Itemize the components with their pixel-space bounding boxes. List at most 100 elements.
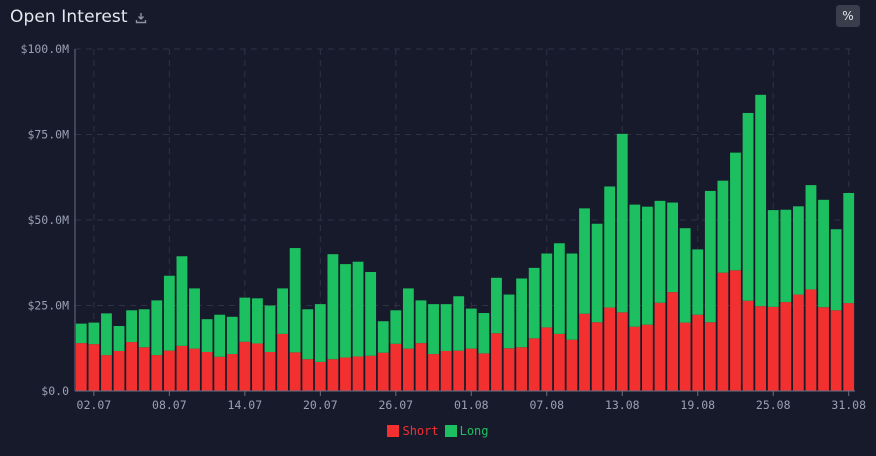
bar-long-04.08[interactable] bbox=[503, 294, 515, 349]
bar-long-06.07[interactable] bbox=[138, 309, 150, 348]
bar-long-09.08[interactable] bbox=[566, 253, 578, 340]
bar-long-09.07[interactable] bbox=[176, 256, 188, 346]
bar-short-10.08[interactable] bbox=[579, 313, 590, 391]
bar-long-20.08[interactable] bbox=[704, 190, 716, 323]
bar-long-07.07[interactable] bbox=[151, 300, 163, 356]
bar-short-17.08[interactable] bbox=[667, 292, 678, 391]
bar-short-01.08[interactable] bbox=[465, 348, 477, 391]
download-icon[interactable] bbox=[134, 10, 148, 24]
bar-short-30.08[interactable] bbox=[830, 310, 842, 391]
bar-long-16.08[interactable] bbox=[654, 200, 666, 303]
bar-long-20.07[interactable] bbox=[314, 304, 326, 362]
bar-short-09.08[interactable] bbox=[566, 339, 578, 391]
bar-short-08.07[interactable] bbox=[163, 350, 175, 391]
bar-short-20.08[interactable] bbox=[704, 322, 716, 391]
bar-short-04.08[interactable] bbox=[503, 348, 515, 391]
bar-short-14.08[interactable] bbox=[629, 326, 641, 391]
bar-short-12.07[interactable] bbox=[214, 356, 226, 391]
bar-short-05.07[interactable] bbox=[126, 342, 138, 391]
bar-long-23.08[interactable] bbox=[742, 112, 754, 301]
bar-long-26.07[interactable] bbox=[390, 310, 402, 344]
bar-short-05.08[interactable] bbox=[516, 347, 528, 391]
bar-long-19.07[interactable] bbox=[302, 309, 314, 360]
bar-short-16.07[interactable] bbox=[264, 352, 276, 391]
bar-long-10.08[interactable] bbox=[579, 208, 590, 314]
bar-short-22.07[interactable] bbox=[340, 357, 351, 391]
bar-long-18.08[interactable] bbox=[679, 228, 691, 323]
bar-short-26.07[interactable] bbox=[390, 343, 402, 391]
bar-long-13.07[interactable] bbox=[226, 316, 238, 355]
bar-short-11.08[interactable] bbox=[591, 322, 603, 391]
bar-short-29.07[interactable] bbox=[428, 354, 439, 391]
bar-long-11.07[interactable] bbox=[201, 319, 213, 353]
bar-long-15.07[interactable] bbox=[252, 298, 263, 344]
bar-long-12.08[interactable] bbox=[604, 186, 616, 308]
bar-short-12.08[interactable] bbox=[604, 307, 616, 391]
bar-long-15.08[interactable] bbox=[642, 206, 653, 325]
bar-long-25.07[interactable] bbox=[377, 321, 389, 353]
bar-long-13.08[interactable] bbox=[616, 133, 628, 313]
bar-long-02.08[interactable] bbox=[478, 313, 490, 354]
bar-short-18.08[interactable] bbox=[679, 322, 691, 391]
bar-short-15.08[interactable] bbox=[642, 324, 653, 391]
legend-item-long[interactable]: Long bbox=[444, 424, 489, 438]
bar-short-03.07[interactable] bbox=[101, 355, 112, 391]
bar-short-04.07[interactable] bbox=[113, 350, 125, 391]
bar-long-27.08[interactable] bbox=[792, 206, 804, 295]
bar-short-10.07[interactable] bbox=[189, 348, 200, 391]
bar-short-28.08[interactable] bbox=[805, 289, 817, 391]
bar-short-01.07[interactable] bbox=[75, 343, 87, 391]
bar-long-29.08[interactable] bbox=[818, 199, 829, 308]
bar-short-19.07[interactable] bbox=[302, 359, 314, 391]
bar-short-23.07[interactable] bbox=[352, 356, 364, 391]
bar-short-13.08[interactable] bbox=[616, 312, 628, 391]
bar-long-30.07[interactable] bbox=[440, 304, 452, 351]
bar-long-31.08[interactable] bbox=[843, 192, 855, 304]
bar-short-27.07[interactable] bbox=[402, 348, 414, 391]
bar-long-22.07[interactable] bbox=[340, 264, 351, 358]
bar-short-29.08[interactable] bbox=[818, 307, 829, 391]
bar-short-30.07[interactable] bbox=[440, 350, 452, 391]
bar-long-10.07[interactable] bbox=[189, 288, 200, 349]
bar-short-07.07[interactable] bbox=[151, 355, 163, 391]
bar-long-24.07[interactable] bbox=[365, 271, 377, 356]
bar-short-20.07[interactable] bbox=[314, 361, 326, 391]
bar-long-17.07[interactable] bbox=[277, 288, 288, 334]
bar-long-03.07[interactable] bbox=[101, 313, 112, 356]
bar-short-17.07[interactable] bbox=[277, 333, 288, 391]
bar-short-24.07[interactable] bbox=[365, 355, 377, 391]
bar-short-25.08[interactable] bbox=[767, 306, 779, 391]
bar-short-15.07[interactable] bbox=[252, 343, 263, 391]
bar-short-03.08[interactable] bbox=[491, 333, 502, 391]
bar-long-06.08[interactable] bbox=[528, 267, 540, 339]
bar-long-05.08[interactable] bbox=[516, 278, 528, 348]
legend-item-short[interactable]: Short bbox=[387, 424, 439, 438]
bar-long-03.08[interactable] bbox=[491, 277, 502, 334]
bar-long-12.07[interactable] bbox=[214, 314, 226, 357]
bar-long-28.07[interactable] bbox=[415, 300, 427, 344]
bar-long-27.07[interactable] bbox=[402, 288, 414, 349]
bar-short-28.07[interactable] bbox=[415, 343, 427, 391]
bar-long-01.08[interactable] bbox=[465, 308, 477, 349]
bar-short-22.08[interactable] bbox=[730, 270, 741, 391]
bar-short-21.08[interactable] bbox=[717, 272, 729, 391]
bar-long-21.07[interactable] bbox=[327, 254, 339, 360]
bar-short-02.08[interactable] bbox=[478, 353, 490, 391]
bar-short-27.08[interactable] bbox=[792, 294, 804, 391]
bar-short-18.07[interactable] bbox=[289, 352, 301, 391]
bar-long-01.07[interactable] bbox=[75, 323, 87, 344]
bar-long-26.08[interactable] bbox=[780, 209, 792, 303]
bar-long-14.07[interactable] bbox=[239, 297, 251, 342]
bar-short-24.08[interactable] bbox=[755, 306, 767, 391]
bar-short-23.08[interactable] bbox=[742, 300, 754, 391]
bar-long-31.07[interactable] bbox=[453, 296, 465, 351]
bar-short-13.07[interactable] bbox=[226, 354, 238, 391]
bar-short-21.07[interactable] bbox=[327, 359, 339, 391]
bar-long-30.08[interactable] bbox=[830, 229, 842, 311]
bar-long-04.07[interactable] bbox=[113, 326, 125, 351]
bar-long-22.08[interactable] bbox=[730, 152, 741, 271]
bar-short-09.07[interactable] bbox=[176, 345, 188, 391]
bar-long-17.08[interactable] bbox=[667, 202, 678, 293]
bar-long-02.07[interactable] bbox=[88, 322, 100, 345]
bar-short-25.07[interactable] bbox=[377, 352, 389, 391]
